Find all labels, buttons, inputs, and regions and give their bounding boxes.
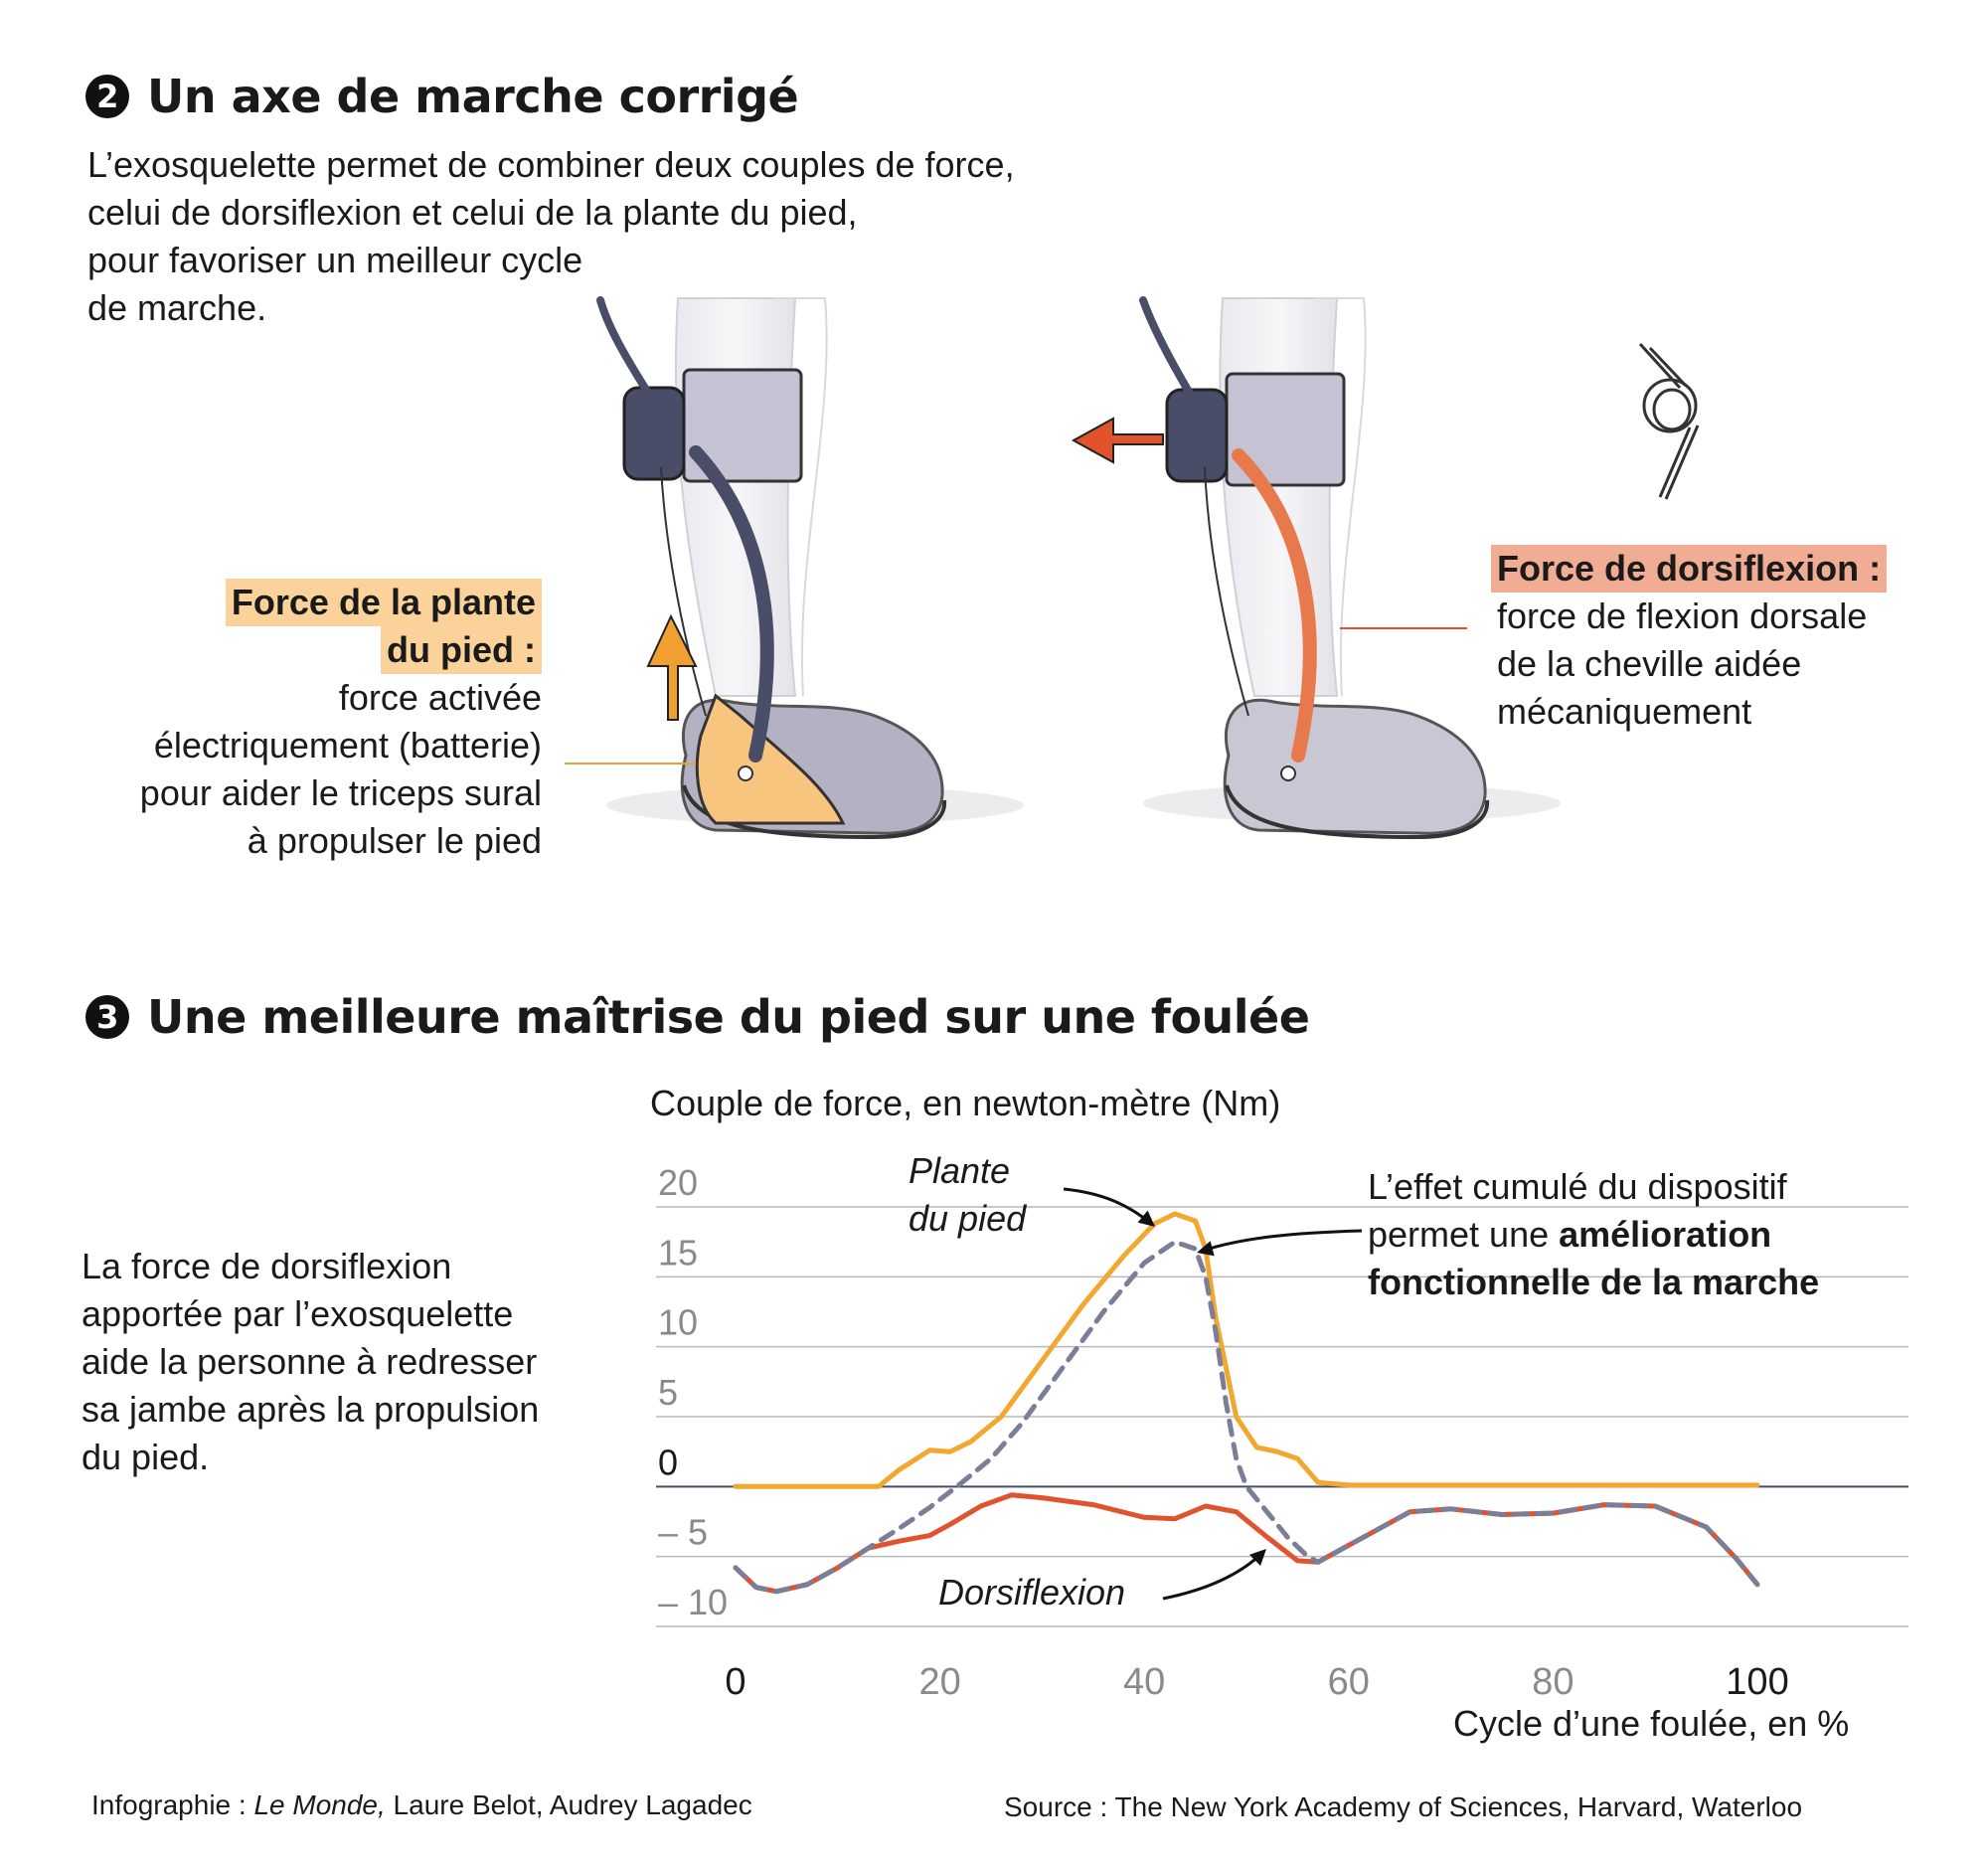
plantar-body-line: force activée — [338, 677, 542, 718]
chart-series — [733, 1211, 1760, 1595]
side-text-line: sa jambe après la propulsion — [82, 1389, 540, 1430]
cumul-line: L’effet cumulé du dispositif — [1368, 1166, 1787, 1207]
cumul-line-bold: fonctionnelle de la marche — [1368, 1262, 1820, 1302]
ankle-exoskeleton-plantar-icon — [596, 296, 947, 840]
side-text-line: La force de dorsiflexion — [82, 1246, 452, 1286]
torsion-spring-icon — [1638, 342, 1700, 500]
credit: Infographie : Le Monde, Laure Belot, Aud… — [91, 1789, 752, 1821]
intro-line: celui de dorsiflexion et celui de la pla… — [87, 192, 858, 233]
section3-number-badge: 3 — [85, 994, 129, 1039]
chart-x-axis-title: Cycle d’une foulée, en % — [1453, 1703, 1850, 1744]
dorsi-arrow — [1162, 1551, 1264, 1601]
section3-title-text: Une meilleure maîtrise du pied sur une f… — [147, 990, 1310, 1044]
dorsi-force-label: Force de dorsiflexion : force de flexion… — [1491, 545, 1928, 736]
intro-line: L’exosquelette permet de combiner deux c… — [87, 144, 1015, 185]
chart-y-ticks: 20 15 10 5 0 – 5 – 10 — [658, 1162, 728, 1622]
source: Source : The New York Academy of Science… — [1004, 1791, 1803, 1822]
plantar-annotation-line: Plante — [909, 1150, 1011, 1191]
cumul-arrow — [1202, 1229, 1363, 1253]
chart-annotations — [1063, 1187, 1363, 1601]
intro-line: pour favoriser un meilleur cycle — [87, 240, 583, 280]
y-tick-label: 10 — [658, 1302, 698, 1343]
side-text-line: apportée par l’exosquelette — [82, 1293, 514, 1334]
cumul-line-prefix: permet une — [1368, 1214, 1560, 1255]
plantar-body-line: à propulser le pied — [247, 820, 542, 861]
section3-side-text: La force de dorsiflexion apportée par l’… — [82, 1243, 539, 1481]
cumul-arrow-head — [1197, 1241, 1215, 1257]
plantar-annotation-line: du pied — [909, 1198, 1027, 1239]
y-tick-label: 15 — [658, 1232, 698, 1273]
dorsi-label-body: force de flexion dorsale de la cheville … — [1491, 593, 1928, 736]
x-tick-label: 20 — [918, 1661, 960, 1703]
x-tick-label: 0 — [725, 1661, 746, 1703]
series-line — [733, 1239, 1760, 1595]
dorsi-arrow-head — [1249, 1549, 1266, 1566]
credit-publication: Le Monde, — [253, 1789, 386, 1820]
y-tick-label: 20 — [658, 1162, 698, 1203]
y-tick-label: – 10 — [658, 1582, 728, 1622]
dorsi-annotation: Dorsiflexion — [938, 1572, 1126, 1613]
x-tick-label: 80 — [1532, 1661, 1574, 1703]
series-line — [733, 1492, 1760, 1595]
cumul-line: permet une amélioration — [1368, 1211, 1944, 1259]
left-arrow-icon — [1071, 417, 1164, 464]
x-tick-label: 60 — [1328, 1661, 1370, 1703]
plantar-label-title: du pied : — [381, 626, 542, 674]
dorsi-body-line: de la cheville aidée — [1497, 643, 1802, 684]
chart-y-axis-title: Couple de force, en newton-mètre (Nm) — [650, 1083, 1281, 1123]
chart-x-ticks: 0 20 40 60 80 100 — [725, 1661, 1788, 1703]
credit-prefix: Infographie : — [91, 1789, 254, 1820]
x-tick-label: 100 — [1726, 1661, 1788, 1703]
y-tick-label: 0 — [658, 1442, 678, 1482]
section2-number-badge: 2 — [85, 74, 129, 118]
series-line — [733, 1211, 1760, 1489]
exoskeleton-illustration — [565, 296, 1700, 840]
plantar-force-label: Force de la plante du pied : force activ… — [139, 579, 542, 865]
ankle-exoskeleton-dorsi-icon — [1139, 296, 1490, 840]
plantar-body-line: pour aider le triceps sural — [139, 772, 542, 813]
cumul-annotation: L’effet cumulé du dispositif permet une … — [1368, 1163, 1944, 1306]
cumul-line: fonctionnelle de la marche — [1368, 1259, 1944, 1306]
section2-title: 2 Un axe de marche corrigé — [85, 70, 799, 123]
dorsi-body-line: mécaniquement — [1497, 691, 1752, 732]
up-arrow-icon — [646, 613, 698, 721]
plantar-label-body: force activée électriquement (batterie) … — [139, 674, 542, 865]
dorsi-body-line: force de flexion dorsale — [1497, 595, 1868, 636]
dorsi-label-title: Force de dorsiflexion : — [1491, 545, 1888, 593]
plantar-annotation: Plante du pied — [909, 1147, 1026, 1243]
y-tick-label: – 5 — [658, 1512, 708, 1553]
intro-line: de marche. — [87, 287, 267, 328]
section2-intro: L’exosquelette permet de combiner deux c… — [87, 141, 1015, 332]
plantar-body-line: électriquement (batterie) — [153, 725, 542, 765]
plantar-label-title: Force de la plante — [225, 579, 542, 626]
x-tick-label: 40 — [1123, 1661, 1165, 1703]
section3-title: 3 Une meilleure maîtrise du pied sur une … — [85, 990, 1310, 1044]
credit-authors: Laure Belot, Audrey Lagadec — [385, 1789, 752, 1820]
cumul-line-bold: amélioration — [1559, 1214, 1772, 1255]
side-text-line: du pied. — [82, 1437, 210, 1477]
side-text-line: aide la personne à redresser — [82, 1341, 538, 1382]
section2-title-text: Un axe de marche corrigé — [147, 70, 799, 123]
y-tick-label: 5 — [658, 1372, 678, 1413]
plantar-arrow-head — [1137, 1210, 1155, 1227]
